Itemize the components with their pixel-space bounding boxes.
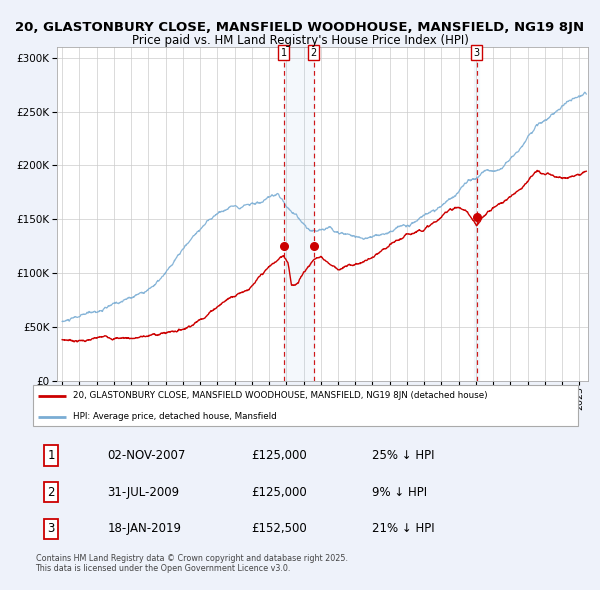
Bar xyxy=(284,47,314,381)
Text: 3: 3 xyxy=(47,522,55,535)
Text: 25% ↓ HPI: 25% ↓ HPI xyxy=(372,449,435,462)
Text: 3: 3 xyxy=(474,48,480,58)
FancyBboxPatch shape xyxy=(33,385,578,426)
Text: 2: 2 xyxy=(47,486,55,499)
Text: 02-NOV-2007: 02-NOV-2007 xyxy=(107,449,185,462)
Text: £125,000: £125,000 xyxy=(251,449,307,462)
Text: 18-JAN-2019: 18-JAN-2019 xyxy=(107,522,181,535)
Text: 9% ↓ HPI: 9% ↓ HPI xyxy=(372,486,427,499)
Bar xyxy=(474,47,479,381)
Text: 1: 1 xyxy=(47,449,55,462)
Text: 1: 1 xyxy=(280,48,287,58)
Text: £152,500: £152,500 xyxy=(251,522,307,535)
Text: £125,000: £125,000 xyxy=(251,486,307,499)
Text: Price paid vs. HM Land Registry's House Price Index (HPI): Price paid vs. HM Land Registry's House … xyxy=(131,34,469,47)
Text: 20, GLASTONBURY CLOSE, MANSFIELD WOODHOUSE, MANSFIELD, NG19 8JN (detached house): 20, GLASTONBURY CLOSE, MANSFIELD WOODHOU… xyxy=(73,391,488,401)
Text: 21% ↓ HPI: 21% ↓ HPI xyxy=(372,522,435,535)
Text: 31-JUL-2009: 31-JUL-2009 xyxy=(107,486,179,499)
Text: Contains HM Land Registry data © Crown copyright and database right 2025.
This d: Contains HM Land Registry data © Crown c… xyxy=(35,554,347,573)
Text: 2: 2 xyxy=(310,48,317,58)
Text: HPI: Average price, detached house, Mansfield: HPI: Average price, detached house, Mans… xyxy=(73,412,277,421)
Text: 20, GLASTONBURY CLOSE, MANSFIELD WOODHOUSE, MANSFIELD, NG19 8JN: 20, GLASTONBURY CLOSE, MANSFIELD WOODHOU… xyxy=(16,21,584,34)
